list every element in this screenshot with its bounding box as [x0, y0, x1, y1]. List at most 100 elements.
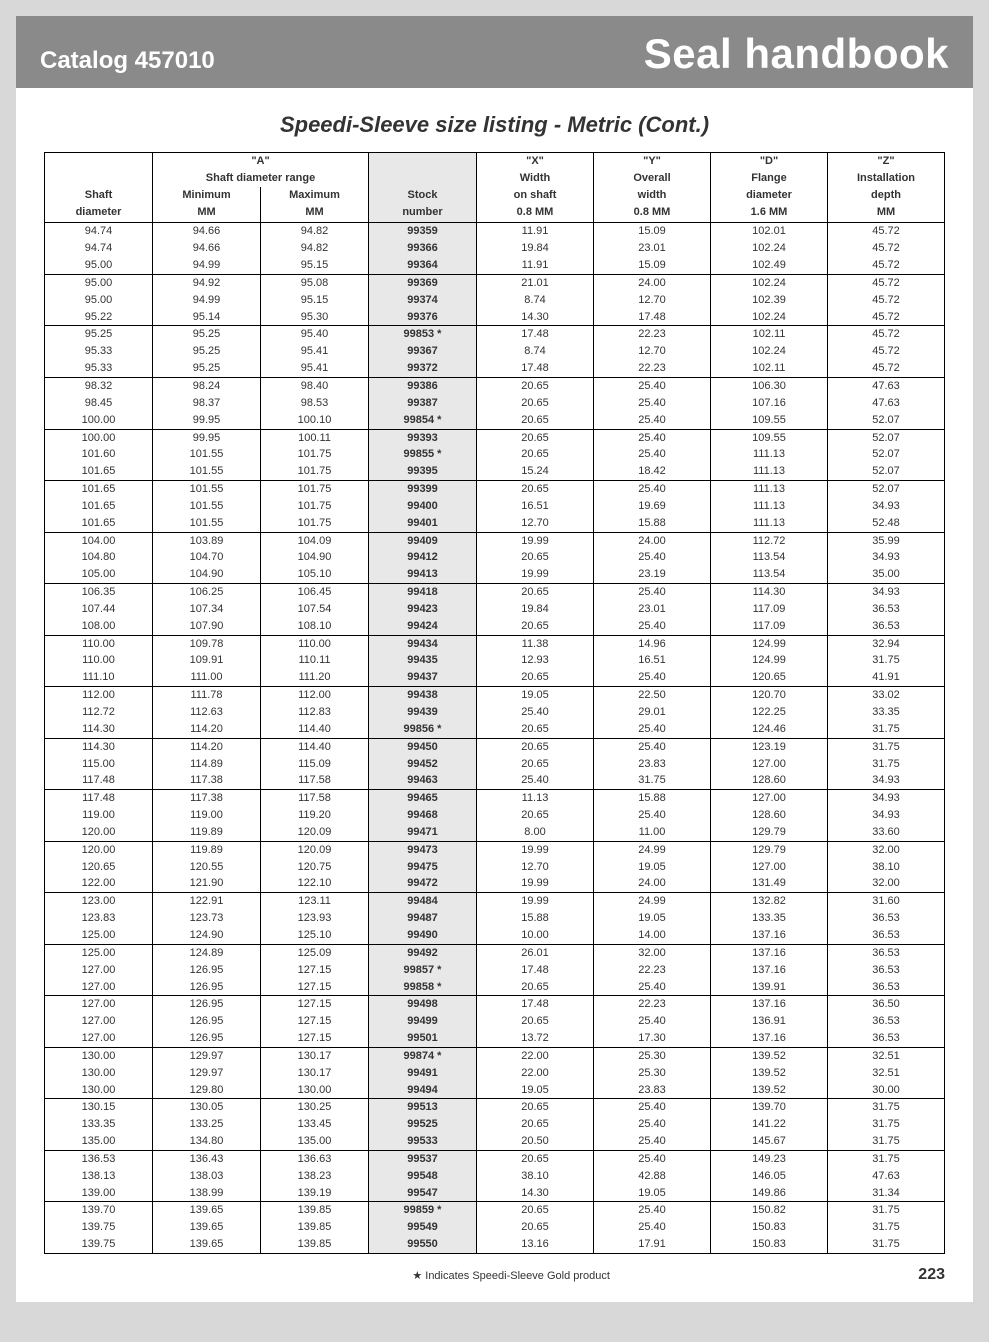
- data-cell: 34.93: [828, 498, 945, 515]
- data-cell: 19.84: [477, 240, 594, 257]
- data-cell: 20.65: [477, 1150, 594, 1167]
- data-cell: 129.79: [711, 824, 828, 841]
- stock-number-cell: 99494: [369, 1082, 477, 1099]
- data-cell: 19.99: [477, 893, 594, 910]
- data-cell: 11.00: [594, 824, 711, 841]
- col-header: MM: [153, 204, 261, 223]
- col-header: Width: [477, 170, 594, 187]
- data-cell: 31.75: [828, 652, 945, 669]
- data-cell: 104.90: [153, 566, 261, 583]
- data-cell: 24.00: [594, 532, 711, 549]
- stock-number-cell: 99855 *: [369, 446, 477, 463]
- data-cell: 120.55: [153, 859, 261, 876]
- col-header: [369, 153, 477, 170]
- col-header: Overall: [594, 170, 711, 187]
- stock-number-cell: 99418: [369, 584, 477, 601]
- stock-number-cell: 99498: [369, 996, 477, 1013]
- data-cell: 111.78: [153, 687, 261, 704]
- table-row: 139.75139.65139.859954920.6525.40150.833…: [45, 1219, 945, 1236]
- data-cell: 139.75: [45, 1219, 153, 1236]
- data-cell: 94.82: [261, 223, 369, 240]
- data-cell: 109.55: [711, 429, 828, 446]
- stock-number-cell: 99547: [369, 1185, 477, 1202]
- data-cell: 45.72: [828, 223, 945, 240]
- data-cell: 109.55: [711, 412, 828, 429]
- data-cell: 111.13: [711, 481, 828, 498]
- data-cell: 47.63: [828, 395, 945, 412]
- data-cell: 119.89: [153, 841, 261, 858]
- data-cell: 120.09: [261, 824, 369, 841]
- table-row: 106.35106.25106.459941820.6525.40114.303…: [45, 584, 945, 601]
- data-cell: 150.82: [711, 1202, 828, 1219]
- table-row: 120.00119.89120.099947319.9924.99129.793…: [45, 841, 945, 858]
- data-cell: 13.16: [477, 1236, 594, 1253]
- table-row: 127.00126.95127.1599858 *20.6525.40139.9…: [45, 979, 945, 996]
- data-cell: 20.65: [477, 429, 594, 446]
- table-row: 114.30114.20114.409945020.6525.40123.193…: [45, 738, 945, 755]
- col-header: Stock: [369, 187, 477, 204]
- data-cell: 139.19: [261, 1185, 369, 1202]
- data-cell: 31.75: [594, 772, 711, 789]
- data-cell: 145.67: [711, 1133, 828, 1150]
- data-cell: 126.95: [153, 979, 261, 996]
- data-cell: 41.91: [828, 669, 945, 686]
- data-cell: 25.40: [594, 1133, 711, 1150]
- data-cell: 20.65: [477, 1013, 594, 1030]
- col-header: Maximum: [261, 187, 369, 204]
- data-cell: 111.13: [711, 463, 828, 480]
- data-cell: 135.00: [261, 1133, 369, 1150]
- data-cell: 95.25: [45, 326, 153, 343]
- data-cell: 109.91: [153, 652, 261, 669]
- data-cell: 127.00: [45, 1013, 153, 1030]
- data-cell: 19.99: [477, 875, 594, 892]
- data-cell: 95.25: [153, 343, 261, 360]
- data-cell: 117.38: [153, 790, 261, 807]
- data-cell: 130.00: [261, 1082, 369, 1099]
- data-cell: 14.30: [477, 1185, 594, 1202]
- data-cell: 19.99: [477, 841, 594, 858]
- data-cell: 20.65: [477, 481, 594, 498]
- stock-number-cell: 99858 *: [369, 979, 477, 996]
- stock-number-cell: 99399: [369, 481, 477, 498]
- data-cell: 125.10: [261, 927, 369, 944]
- data-cell: 101.75: [261, 481, 369, 498]
- data-cell: 20.65: [477, 412, 594, 429]
- data-cell: 31.60: [828, 893, 945, 910]
- table-header: "A""X""Y""D""Z" Shaft diameter rangeWidt…: [45, 153, 945, 223]
- col-header: [45, 170, 153, 187]
- stock-number-cell: 99376: [369, 309, 477, 326]
- data-cell: 112.63: [153, 704, 261, 721]
- data-cell: 123.00: [45, 893, 153, 910]
- data-cell: 25.40: [594, 1013, 711, 1030]
- stock-number-cell: 99435: [369, 652, 477, 669]
- data-cell: 129.80: [153, 1082, 261, 1099]
- data-cell: 130.25: [261, 1099, 369, 1116]
- data-cell: 17.48: [477, 360, 594, 377]
- data-cell: 149.86: [711, 1185, 828, 1202]
- data-cell: 138.13: [45, 1168, 153, 1185]
- data-cell: 22.23: [594, 996, 711, 1013]
- data-cell: 123.83: [45, 910, 153, 927]
- data-cell: 13.72: [477, 1030, 594, 1047]
- col-header: 0.8 MM: [477, 204, 594, 223]
- data-cell: 34.93: [828, 584, 945, 601]
- data-cell: 36.53: [828, 927, 945, 944]
- data-cell: 139.85: [261, 1202, 369, 1219]
- stock-number-cell: 99533: [369, 1133, 477, 1150]
- data-cell: 25.40: [594, 549, 711, 566]
- data-cell: 139.91: [711, 979, 828, 996]
- data-cell: 120.65: [711, 669, 828, 686]
- data-cell: 139.52: [711, 1047, 828, 1064]
- stock-number-cell: 99499: [369, 1013, 477, 1030]
- data-cell: 20.65: [477, 1202, 594, 1219]
- data-cell: 117.58: [261, 790, 369, 807]
- data-cell: 95.41: [261, 360, 369, 377]
- table-row: 122.00121.90122.109947219.9924.00131.493…: [45, 875, 945, 892]
- data-cell: 45.72: [828, 309, 945, 326]
- data-cell: 31.75: [828, 738, 945, 755]
- data-cell: 101.65: [45, 498, 153, 515]
- data-cell: 36.53: [828, 944, 945, 961]
- data-cell: 17.48: [477, 996, 594, 1013]
- data-cell: 98.45: [45, 395, 153, 412]
- table-row: 100.0099.95100.1099854 *20.6525.40109.55…: [45, 412, 945, 429]
